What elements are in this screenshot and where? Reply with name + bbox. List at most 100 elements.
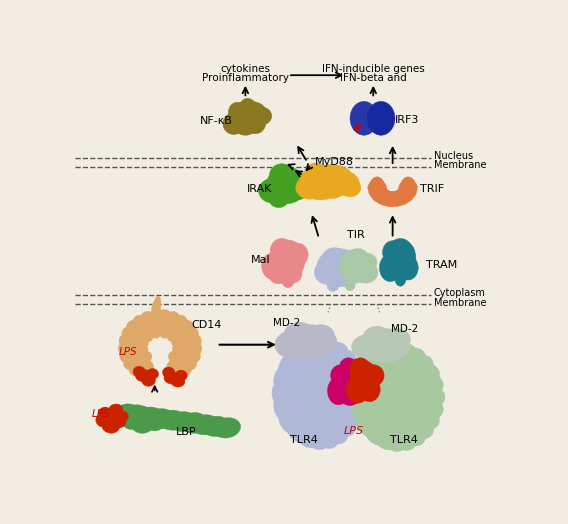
Text: MD-2: MD-2 [391, 324, 418, 334]
Ellipse shape [245, 114, 265, 134]
Ellipse shape [146, 368, 158, 379]
Text: CD14: CD14 [191, 321, 222, 331]
Ellipse shape [373, 344, 397, 370]
Text: IFN-beta and: IFN-beta and [340, 73, 407, 83]
Ellipse shape [166, 360, 185, 380]
Ellipse shape [230, 101, 261, 135]
Ellipse shape [364, 349, 400, 385]
Ellipse shape [393, 409, 428, 446]
Ellipse shape [350, 101, 378, 135]
Ellipse shape [384, 413, 419, 450]
Ellipse shape [391, 344, 416, 368]
Ellipse shape [126, 406, 154, 425]
Ellipse shape [133, 344, 148, 356]
Ellipse shape [122, 414, 141, 429]
Ellipse shape [379, 254, 401, 281]
Ellipse shape [339, 381, 362, 406]
Ellipse shape [309, 165, 352, 189]
Ellipse shape [283, 265, 302, 283]
Ellipse shape [321, 342, 348, 366]
Ellipse shape [323, 399, 360, 435]
Ellipse shape [279, 351, 316, 388]
Ellipse shape [295, 411, 332, 447]
Ellipse shape [135, 360, 154, 380]
Ellipse shape [250, 107, 272, 125]
Ellipse shape [395, 272, 406, 286]
Text: cytokines: cytokines [220, 64, 270, 74]
Ellipse shape [313, 424, 339, 449]
Text: LPS: LPS [92, 409, 111, 419]
Text: TLR4: TLR4 [290, 435, 318, 445]
Ellipse shape [295, 422, 319, 447]
Ellipse shape [167, 328, 181, 342]
Ellipse shape [353, 261, 378, 283]
Ellipse shape [129, 356, 148, 376]
Ellipse shape [399, 348, 425, 372]
Ellipse shape [281, 408, 304, 434]
Ellipse shape [112, 416, 126, 428]
Ellipse shape [352, 377, 373, 405]
Ellipse shape [168, 351, 183, 365]
Ellipse shape [331, 365, 351, 386]
Ellipse shape [132, 419, 152, 433]
Ellipse shape [363, 326, 391, 348]
Ellipse shape [277, 397, 299, 424]
Ellipse shape [358, 357, 381, 384]
Ellipse shape [184, 412, 206, 428]
Ellipse shape [304, 424, 329, 450]
Ellipse shape [417, 386, 445, 408]
Ellipse shape [223, 113, 245, 135]
Ellipse shape [306, 339, 343, 375]
Ellipse shape [334, 365, 358, 399]
Ellipse shape [375, 190, 394, 205]
Ellipse shape [382, 427, 407, 452]
Ellipse shape [368, 180, 386, 195]
Ellipse shape [286, 178, 309, 200]
Ellipse shape [148, 409, 176, 429]
Ellipse shape [119, 333, 140, 350]
Ellipse shape [335, 359, 362, 381]
Ellipse shape [352, 389, 373, 417]
Ellipse shape [398, 255, 418, 280]
Ellipse shape [339, 178, 361, 197]
Ellipse shape [405, 367, 442, 402]
Ellipse shape [339, 249, 373, 283]
Ellipse shape [358, 350, 435, 445]
Text: LPS: LPS [344, 426, 364, 436]
Ellipse shape [313, 338, 339, 362]
Ellipse shape [169, 315, 187, 335]
Ellipse shape [335, 405, 362, 427]
Ellipse shape [406, 355, 433, 378]
Ellipse shape [339, 383, 367, 404]
Ellipse shape [123, 352, 144, 370]
Ellipse shape [360, 329, 410, 363]
Ellipse shape [406, 417, 433, 439]
Ellipse shape [274, 385, 296, 413]
Ellipse shape [339, 358, 358, 378]
Text: Cytoplasm: Cytoplasm [434, 288, 486, 298]
Ellipse shape [336, 261, 361, 283]
Ellipse shape [287, 344, 311, 370]
Ellipse shape [383, 241, 403, 264]
Ellipse shape [213, 418, 241, 438]
Ellipse shape [169, 412, 197, 432]
Ellipse shape [350, 379, 386, 415]
Ellipse shape [338, 370, 366, 392]
Ellipse shape [235, 101, 266, 123]
Ellipse shape [314, 260, 343, 285]
Ellipse shape [315, 343, 352, 380]
Ellipse shape [386, 191, 404, 206]
Ellipse shape [286, 243, 308, 266]
Ellipse shape [118, 340, 140, 357]
Ellipse shape [338, 394, 366, 416]
Ellipse shape [354, 367, 376, 394]
Ellipse shape [120, 346, 141, 364]
Ellipse shape [304, 337, 329, 362]
Ellipse shape [374, 413, 409, 450]
Ellipse shape [315, 407, 352, 443]
Ellipse shape [99, 407, 111, 418]
Ellipse shape [274, 387, 311, 424]
Ellipse shape [354, 400, 376, 428]
Ellipse shape [202, 416, 230, 436]
Ellipse shape [345, 277, 356, 291]
